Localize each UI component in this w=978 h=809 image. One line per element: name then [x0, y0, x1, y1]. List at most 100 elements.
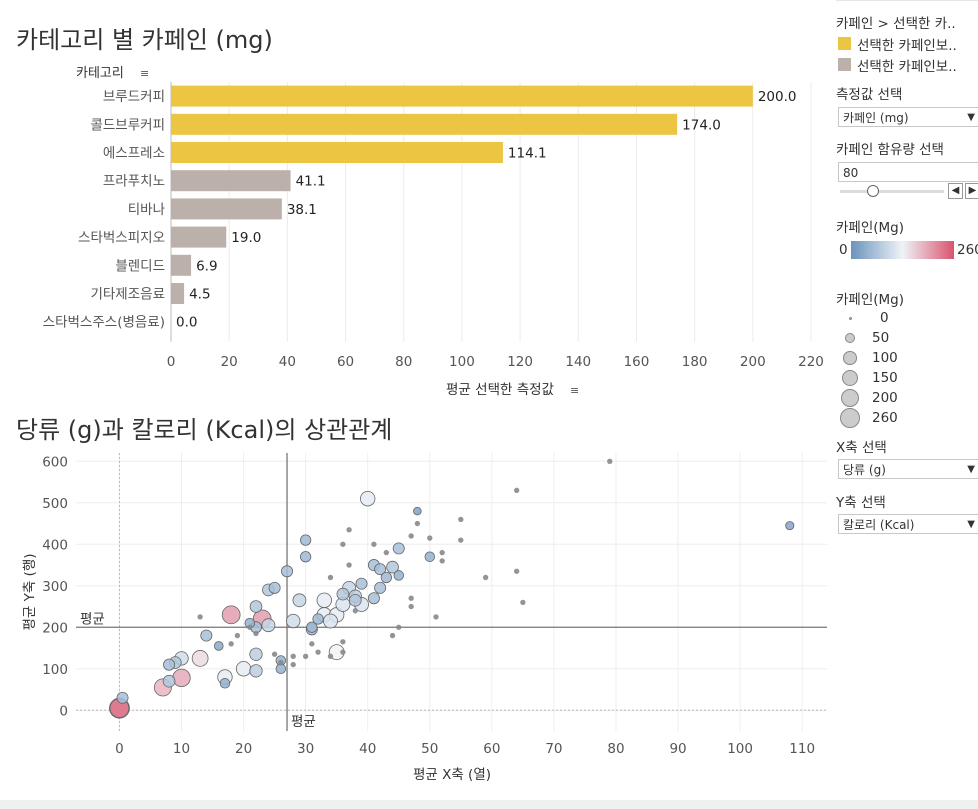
bar	[171, 198, 282, 220]
size-legend-circle	[842, 370, 858, 386]
x-axis-title: 평균 X축 (열)	[413, 767, 491, 783]
bar-chart-title: 카테고리 별 카페인 (mg)	[16, 26, 273, 54]
xaxis-select-label: X축 선택	[836, 440, 887, 456]
slider-prev-button[interactable]: ◀	[948, 183, 963, 199]
scatter-point	[408, 595, 414, 601]
scatter-point	[300, 551, 312, 563]
scatter-point	[346, 562, 352, 568]
row-header: 카테고리	[76, 66, 124, 81]
x-tick-label: 0	[167, 354, 176, 370]
x-tick-label: 80	[607, 741, 624, 757]
avg-x-label: 평균	[291, 714, 316, 730]
chevron-down-icon: ▼	[967, 519, 975, 530]
y-tick-label: 0	[59, 703, 68, 719]
category-label: 블렌디드	[115, 258, 165, 274]
scatter-point	[389, 632, 396, 639]
scatter-point	[348, 593, 362, 607]
gradient-min-label: 0	[839, 242, 848, 258]
measure-dropdown[interactable]: 카페인 (mg) ▼	[838, 107, 978, 127]
x-tick-label: 60	[337, 354, 354, 370]
other-swatch[interactable]	[838, 58, 851, 71]
category-label: 에스프레소	[103, 146, 165, 162]
scatter-point	[163, 658, 176, 671]
y-tick-label: 100	[42, 662, 68, 678]
size-legend-circle	[844, 332, 856, 344]
slider-next-button[interactable]: ▶	[965, 183, 978, 199]
scatter-point	[162, 674, 176, 688]
sort-icon: ≡	[140, 67, 149, 80]
scatter-point	[247, 624, 253, 630]
highlight-swatch[interactable]	[838, 37, 851, 50]
bar	[171, 113, 678, 135]
legend-item-other[interactable]: 선택한 카페인보..	[857, 59, 957, 75]
chevron-down-icon: ▼	[967, 112, 975, 123]
x-tick-label: 110	[789, 741, 815, 757]
scatter-point	[482, 574, 489, 581]
threshold-slider-track[interactable]	[840, 190, 944, 193]
bottom-strip	[0, 800, 978, 809]
y-tick-label: 500	[42, 496, 68, 512]
scatter-point	[458, 537, 464, 543]
category-label: 스타벅스피지오	[78, 230, 165, 246]
sort-icon: ≡	[570, 384, 579, 397]
scatter-point	[439, 549, 445, 556]
bar-value-label: 200.0	[758, 89, 797, 105]
size-legend-label: 0	[880, 310, 889, 326]
scatter-point	[458, 516, 464, 523]
bar	[171, 226, 227, 248]
scatter-point	[261, 618, 276, 633]
category-label: 콜드브루커피	[90, 117, 165, 133]
scatter-point	[290, 653, 296, 659]
scatter-point	[408, 603, 414, 610]
x-tick-label: 100	[727, 741, 753, 757]
scatter-point	[433, 614, 439, 620]
scatter-point	[323, 613, 338, 629]
size-legend-circle	[840, 408, 860, 428]
scatter-point	[286, 613, 301, 629]
bar-value-label: 41.1	[296, 174, 326, 190]
scatter-point	[281, 565, 294, 578]
threshold-slider-thumb[interactable]	[867, 185, 880, 197]
y-axis-title: 평균 Y축 (행)	[22, 553, 38, 630]
scatter-point	[386, 560, 399, 574]
measure-select-label: 측정값 선택	[836, 87, 903, 103]
size-legend-label: 50	[872, 330, 890, 346]
gradient-bar	[851, 241, 954, 259]
scatter-point	[275, 663, 287, 674]
scatter-point	[427, 535, 433, 541]
scatter-point	[408, 533, 414, 539]
scatter-point	[414, 520, 421, 527]
chevron-down-icon: ▼	[967, 464, 975, 475]
scatter-point	[249, 600, 263, 613]
size-legend-label: 260	[872, 410, 898, 426]
scatter-point	[374, 581, 387, 594]
scatter-point	[219, 678, 231, 689]
xaxis-dropdown[interactable]: 당류 (g) ▼	[838, 459, 978, 479]
yaxis-select-label: Y축 선택	[836, 495, 886, 511]
scatter-point	[383, 549, 390, 556]
scatter-point	[340, 639, 346, 645]
legend-item-highlight[interactable]: 선택한 카페인보..	[857, 38, 957, 54]
scatter-point	[292, 593, 307, 608]
x-tick-label: 40	[279, 354, 296, 370]
bar	[171, 283, 185, 304]
x-tick-label: 0	[115, 741, 124, 757]
size-legend-circle	[843, 351, 857, 365]
size-legend-label: 100	[872, 350, 898, 366]
scatter-point	[327, 653, 334, 659]
scatter-point	[312, 613, 324, 625]
x-tick-label: 160	[624, 354, 650, 370]
bar-chart: 카테고리 ≡ 0 20 40 60 80 100 120 140 160 180 200 220 브루드커피…	[43, 66, 824, 398]
scatter-point	[300, 534, 312, 546]
bar-value-label: 4.5	[189, 287, 210, 303]
measure-dropdown-value: 카페인 (mg)	[843, 111, 909, 125]
y-tick-label: 600	[42, 454, 68, 470]
threshold-input[interactable]: 80	[838, 162, 978, 182]
scatter-point	[253, 630, 259, 637]
scatter-point	[513, 568, 520, 574]
size-legend-circle	[841, 389, 859, 407]
bar-value-label: 174.0	[682, 117, 721, 133]
yaxis-dropdown[interactable]: 칼로리 (Kcal) ▼	[838, 514, 978, 534]
scatter-point	[424, 551, 436, 562]
size-legend-title: 카페인(Mg)	[836, 292, 905, 308]
